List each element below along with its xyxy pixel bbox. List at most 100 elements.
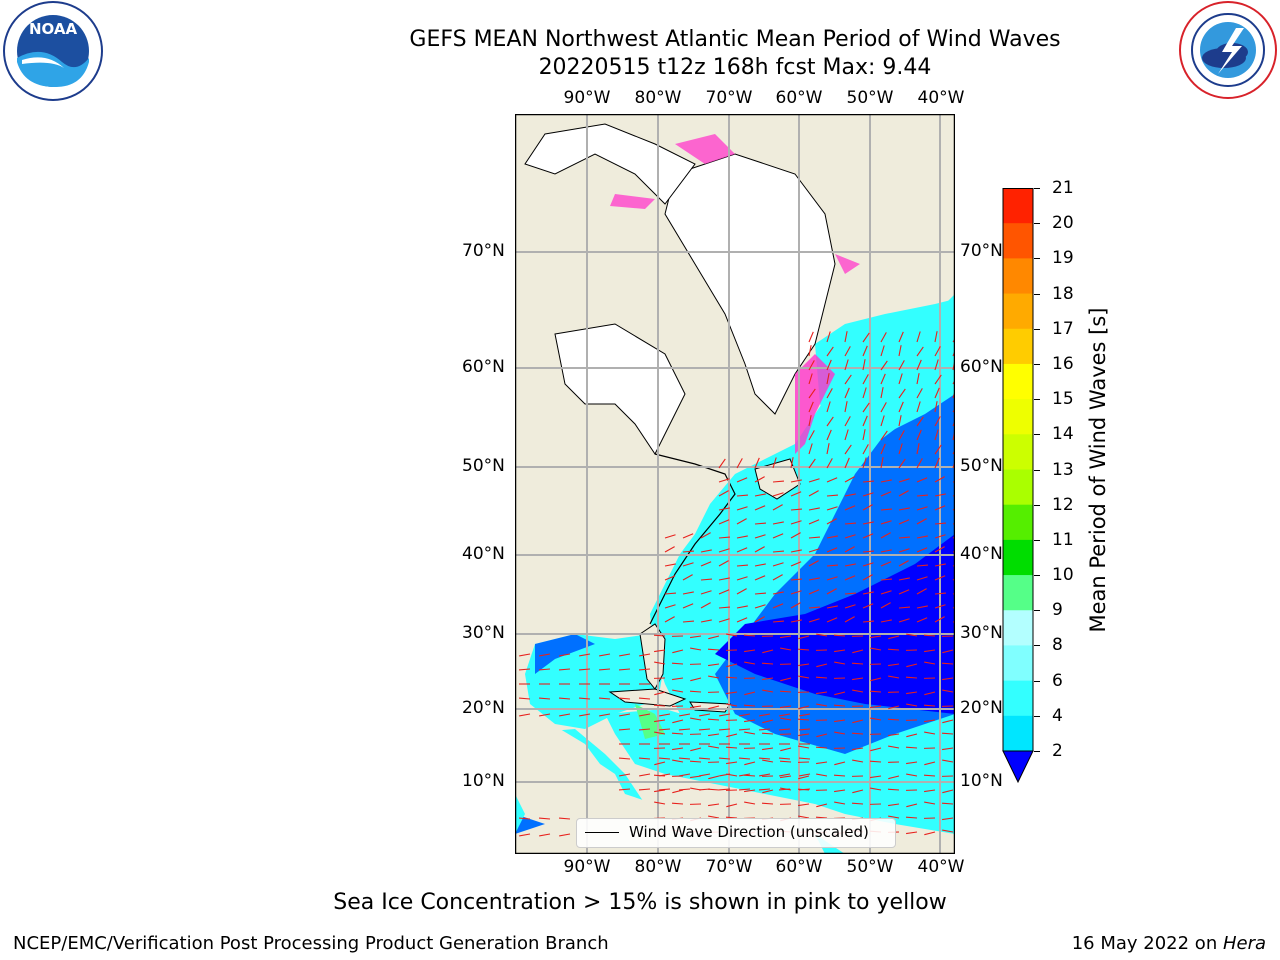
wave-arrow	[744, 691, 756, 696]
wave-arrow	[772, 550, 785, 553]
wave-arrow	[762, 689, 774, 693]
wave-arrow	[736, 588, 747, 595]
wave-arrow	[779, 773, 791, 777]
wave-arrow	[579, 713, 591, 717]
wave-arrow	[797, 648, 810, 651]
wave-arrow	[905, 676, 918, 679]
wave-arrow	[880, 430, 888, 441]
wave-arrow	[689, 760, 702, 763]
colorbar-tick-label: 8	[1052, 635, 1063, 656]
wave-arrow	[934, 616, 945, 623]
wave-arrow	[898, 388, 906, 399]
wave-arrow	[934, 359, 939, 371]
wave-arrow	[772, 533, 784, 539]
wave-arrow	[718, 728, 731, 731]
wave-arrow	[700, 532, 711, 539]
wave-arrow	[916, 359, 922, 371]
wave-arrow	[916, 477, 928, 483]
wave-arrow	[798, 728, 811, 731]
wave-arrow	[559, 653, 571, 657]
wave-arrow	[618, 788, 631, 791]
lat-label-left: 40°N	[462, 544, 505, 564]
wave-arrow	[934, 534, 946, 539]
wave-arrow	[826, 429, 832, 441]
wave-arrow	[772, 480, 785, 483]
wave-arrow	[852, 747, 864, 751]
wave-arrow	[772, 521, 784, 525]
wave-arrow	[880, 590, 892, 595]
wave-arrow	[934, 457, 940, 469]
wave-arrow	[799, 713, 811, 717]
wave-arrow	[870, 677, 882, 682]
wave-arrow	[834, 801, 846, 805]
wave-arrow	[808, 430, 815, 441]
wave-arrow	[808, 401, 814, 413]
colorbar-tick-label: 11	[1052, 529, 1074, 550]
wave-arrow	[844, 616, 855, 623]
wave-arrow	[539, 653, 551, 657]
wave-arrow	[654, 691, 666, 696]
wave-arrow	[798, 705, 810, 710]
colorbar-segment	[1003, 539, 1033, 576]
wave-arrow	[682, 574, 693, 581]
wave-arrow	[923, 634, 936, 637]
wave-arrow	[736, 535, 748, 539]
wave-arrow	[808, 606, 821, 609]
wave-arrow	[826, 416, 834, 427]
wave-arrow	[844, 444, 852, 455]
wave-arrow	[844, 359, 849, 371]
wave-arrow	[518, 817, 531, 820]
lat-label-left: 30°N	[462, 623, 505, 643]
wave-arrow	[898, 430, 905, 441]
wave-arrow	[759, 773, 771, 777]
wave-arrow	[790, 532, 801, 539]
wave-arrow	[754, 534, 766, 539]
wave-arrow	[916, 588, 927, 595]
wave-arrow	[905, 816, 918, 819]
wave-arrow	[638, 697, 651, 700]
wave-arrow	[639, 653, 651, 657]
wave-arrow	[664, 546, 675, 553]
wave-arrow	[888, 803, 900, 807]
wave-arrow	[916, 535, 928, 539]
lat-label-left: 60°N	[462, 357, 505, 377]
wave-arrow	[916, 401, 921, 413]
wave-arrow	[924, 761, 936, 766]
wave-arrow	[654, 789, 666, 793]
wave-arrow	[658, 757, 671, 760]
wave-arrow	[862, 603, 874, 609]
wave-arrow	[518, 668, 531, 671]
wave-arrow	[934, 401, 938, 413]
wave-arrow	[870, 647, 882, 651]
colorbar-tick-mark	[1034, 399, 1040, 401]
wave-arrow	[654, 761, 666, 766]
wave-arrow	[862, 533, 874, 539]
wave-arrow	[942, 817, 954, 821]
wave-arrow	[718, 507, 730, 511]
wave-arrow	[639, 773, 651, 777]
lat-label-left: 10°N	[462, 771, 505, 791]
footer-date-text: 16 May 2022 on	[1071, 933, 1223, 954]
wave-arrow	[888, 675, 900, 679]
wave-arrow	[790, 508, 803, 511]
noaa-logo: NOAA	[2, 0, 104, 102]
wave-arrow	[538, 668, 551, 671]
wave-arrow	[744, 731, 756, 735]
wave-arrow	[598, 668, 611, 671]
wave-arrow	[780, 677, 792, 682]
wave-arrow	[833, 704, 846, 707]
wave-arrow	[638, 757, 651, 760]
wave-arrow	[942, 747, 954, 751]
wave-arrow	[888, 745, 900, 749]
wave-arrow	[898, 331, 904, 343]
wave-arrow	[844, 387, 850, 399]
wave-arrow	[808, 373, 813, 385]
wave-arrow	[700, 549, 712, 553]
wave-arrow	[808, 345, 812, 357]
wave-arrow	[862, 574, 873, 581]
wave-arrow	[539, 713, 551, 717]
wave-arrow	[870, 747, 882, 752]
colorbar-tick-label: 9	[1052, 600, 1063, 621]
wave-arrow	[942, 649, 954, 654]
wave-arrow	[934, 575, 946, 581]
